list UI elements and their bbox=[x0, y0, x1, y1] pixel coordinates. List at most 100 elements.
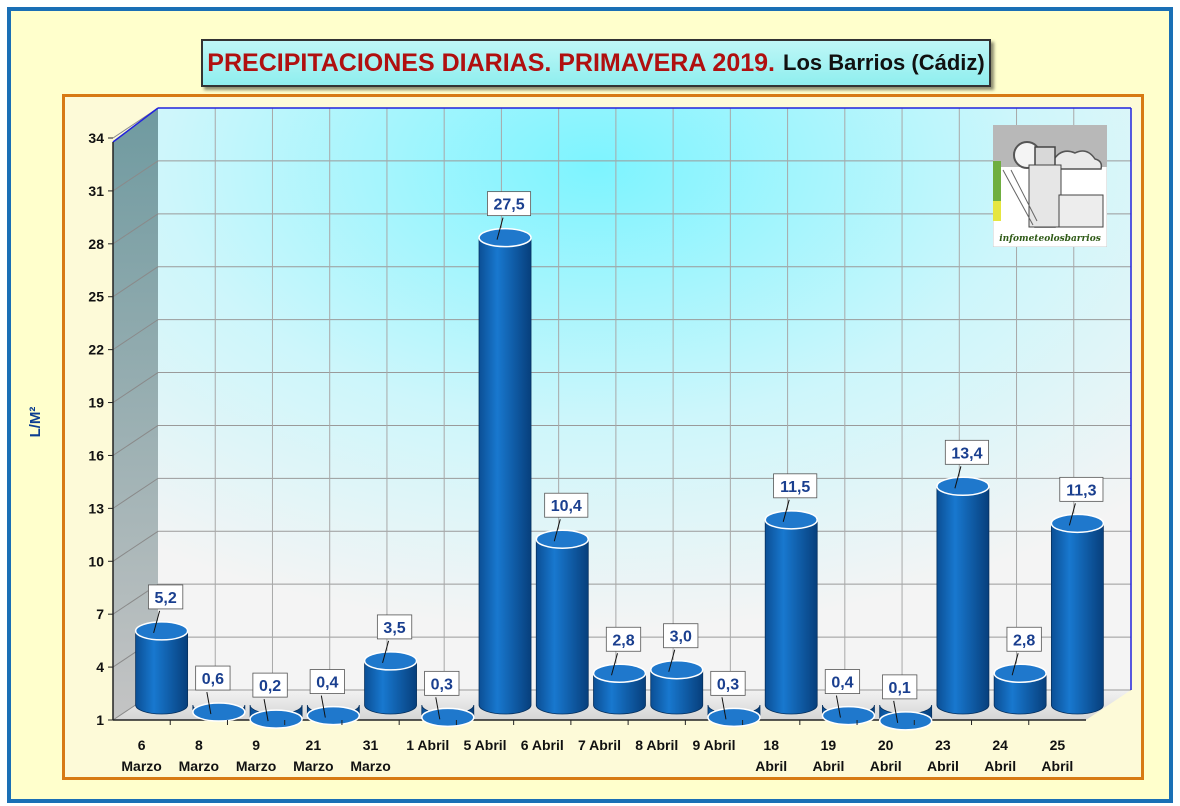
x-tick-label: 20 Abril bbox=[870, 737, 902, 774]
data-labels: 5,2 0,6 0,2 0,4 3,5 0,3 27,5 10,4 2,8 3,0 0,3 11,5 0… bbox=[148, 191, 1104, 723]
data-label-box bbox=[605, 626, 642, 652]
data-label-box bbox=[663, 623, 699, 649]
y-axis-label: L/M² bbox=[27, 407, 44, 438]
bar-body bbox=[593, 672, 646, 715]
bar bbox=[535, 529, 590, 715]
data-label: 10,4 bbox=[551, 498, 582, 515]
bar-top bbox=[936, 476, 990, 497]
data-label-box bbox=[944, 439, 989, 465]
y-tick-label: 22 bbox=[88, 342, 104, 358]
bar-top bbox=[1050, 513, 1105, 534]
data-label-box bbox=[1006, 626, 1042, 652]
bar-body bbox=[764, 519, 818, 715]
data-label-box bbox=[148, 584, 184, 610]
data-label: 13,4 bbox=[951, 445, 982, 462]
data-label-box bbox=[773, 473, 818, 499]
data-label: 0,2 bbox=[259, 678, 281, 695]
grid-line-side bbox=[112, 477, 159, 509]
data-label-leader bbox=[954, 466, 962, 489]
data-label-leader bbox=[153, 610, 161, 634]
chart-title-box: PRECIPITACIONES DIARIAS. PRIMAVERA 2019.… bbox=[201, 39, 991, 87]
x-tick-label: 31 Marzo bbox=[350, 737, 390, 774]
data-label-leader bbox=[835, 695, 841, 718]
logo-text: infometeolosbarrios bbox=[999, 234, 1101, 244]
grid-line-side bbox=[112, 530, 159, 562]
data-label: 2,8 bbox=[1013, 632, 1035, 649]
y-tick-label: 19 bbox=[88, 395, 104, 411]
x-tick-label: 6 Abril bbox=[521, 737, 564, 753]
data-label-leader bbox=[496, 217, 504, 240]
data-label-leader bbox=[382, 640, 390, 664]
bar bbox=[936, 476, 990, 715]
bar-top bbox=[306, 705, 361, 726]
bar-body bbox=[936, 485, 990, 715]
data-label-leader bbox=[893, 700, 899, 723]
data-label: 5,2 bbox=[154, 590, 176, 607]
y-tick-label: 7 bbox=[96, 606, 104, 622]
bar-body bbox=[478, 237, 532, 715]
data-label-box bbox=[882, 674, 918, 700]
bar-body bbox=[1050, 522, 1104, 715]
y-tick-label: 16 bbox=[88, 447, 104, 463]
bar bbox=[592, 663, 647, 715]
data-label-box bbox=[1059, 476, 1104, 502]
bar bbox=[249, 704, 303, 729]
data-label: 11,5 bbox=[780, 479, 810, 496]
chart-title: PRECIPITACIONES DIARIAS. PRIMAVERA 2019. bbox=[207, 48, 775, 77]
data-label: 0,3 bbox=[717, 676, 739, 693]
x-tick-label: 25 Abril bbox=[1041, 737, 1073, 774]
bar bbox=[421, 704, 475, 728]
data-label-box bbox=[195, 665, 231, 691]
data-label: 27,5 bbox=[493, 197, 524, 214]
data-label-leader bbox=[206, 691, 212, 715]
x-tick-label: 19 Abril bbox=[812, 737, 844, 774]
bar-body bbox=[135, 630, 189, 715]
bar-top bbox=[878, 711, 933, 731]
grid-line-side bbox=[112, 425, 159, 456]
y-tick-label: 31 bbox=[88, 183, 104, 199]
grid-line-side bbox=[112, 372, 159, 403]
data-label: 2,8 bbox=[612, 632, 634, 649]
x-tick-label: 23 Abril bbox=[927, 737, 959, 774]
bar-top bbox=[649, 659, 704, 680]
bar-top bbox=[249, 709, 303, 729]
data-label-box bbox=[376, 614, 413, 640]
x-tick-label: 8 Abril bbox=[635, 737, 678, 753]
data-label-box bbox=[309, 669, 345, 694]
bar-top bbox=[707, 707, 761, 728]
bar bbox=[134, 621, 189, 715]
data-label-box bbox=[487, 191, 532, 217]
data-label: 11,3 bbox=[1066, 482, 1096, 499]
data-label: 3,0 bbox=[670, 629, 692, 646]
x-tick-label: 8 Marzo bbox=[179, 737, 219, 774]
bar bbox=[993, 663, 1047, 715]
data-label: 3,5 bbox=[383, 620, 405, 637]
bar-top bbox=[821, 705, 876, 726]
bar bbox=[878, 704, 933, 731]
y-tick-label: 4 bbox=[96, 659, 104, 675]
grid-line-side bbox=[112, 213, 159, 245]
bar bbox=[1050, 513, 1105, 715]
y-tick-label: 34 bbox=[88, 130, 104, 146]
data-label-leader bbox=[320, 695, 326, 718]
bar bbox=[764, 510, 818, 715]
back-wall bbox=[158, 108, 1131, 690]
data-label: 0,6 bbox=[202, 671, 224, 688]
bar-top bbox=[764, 510, 818, 530]
logo: infometeolosbarrios bbox=[992, 124, 1108, 248]
y-tick-label: 28 bbox=[88, 236, 104, 252]
bar-body bbox=[535, 538, 589, 715]
bar-top bbox=[535, 529, 590, 549]
data-label-leader bbox=[435, 697, 441, 720]
x-tick-label: 5 Abril bbox=[464, 737, 507, 753]
bar-top bbox=[134, 621, 189, 641]
y-axis-ticks: 1 4 7 10 13 16 19 22 25 28 31 34 bbox=[88, 130, 113, 728]
bar bbox=[649, 659, 704, 715]
side-wall bbox=[113, 108, 158, 720]
y-tick-label: 13 bbox=[88, 500, 104, 516]
data-label: 0,4 bbox=[316, 675, 338, 692]
data-label-leader bbox=[668, 649, 676, 672]
data-label-leader bbox=[782, 499, 790, 522]
bar-top bbox=[478, 227, 532, 248]
